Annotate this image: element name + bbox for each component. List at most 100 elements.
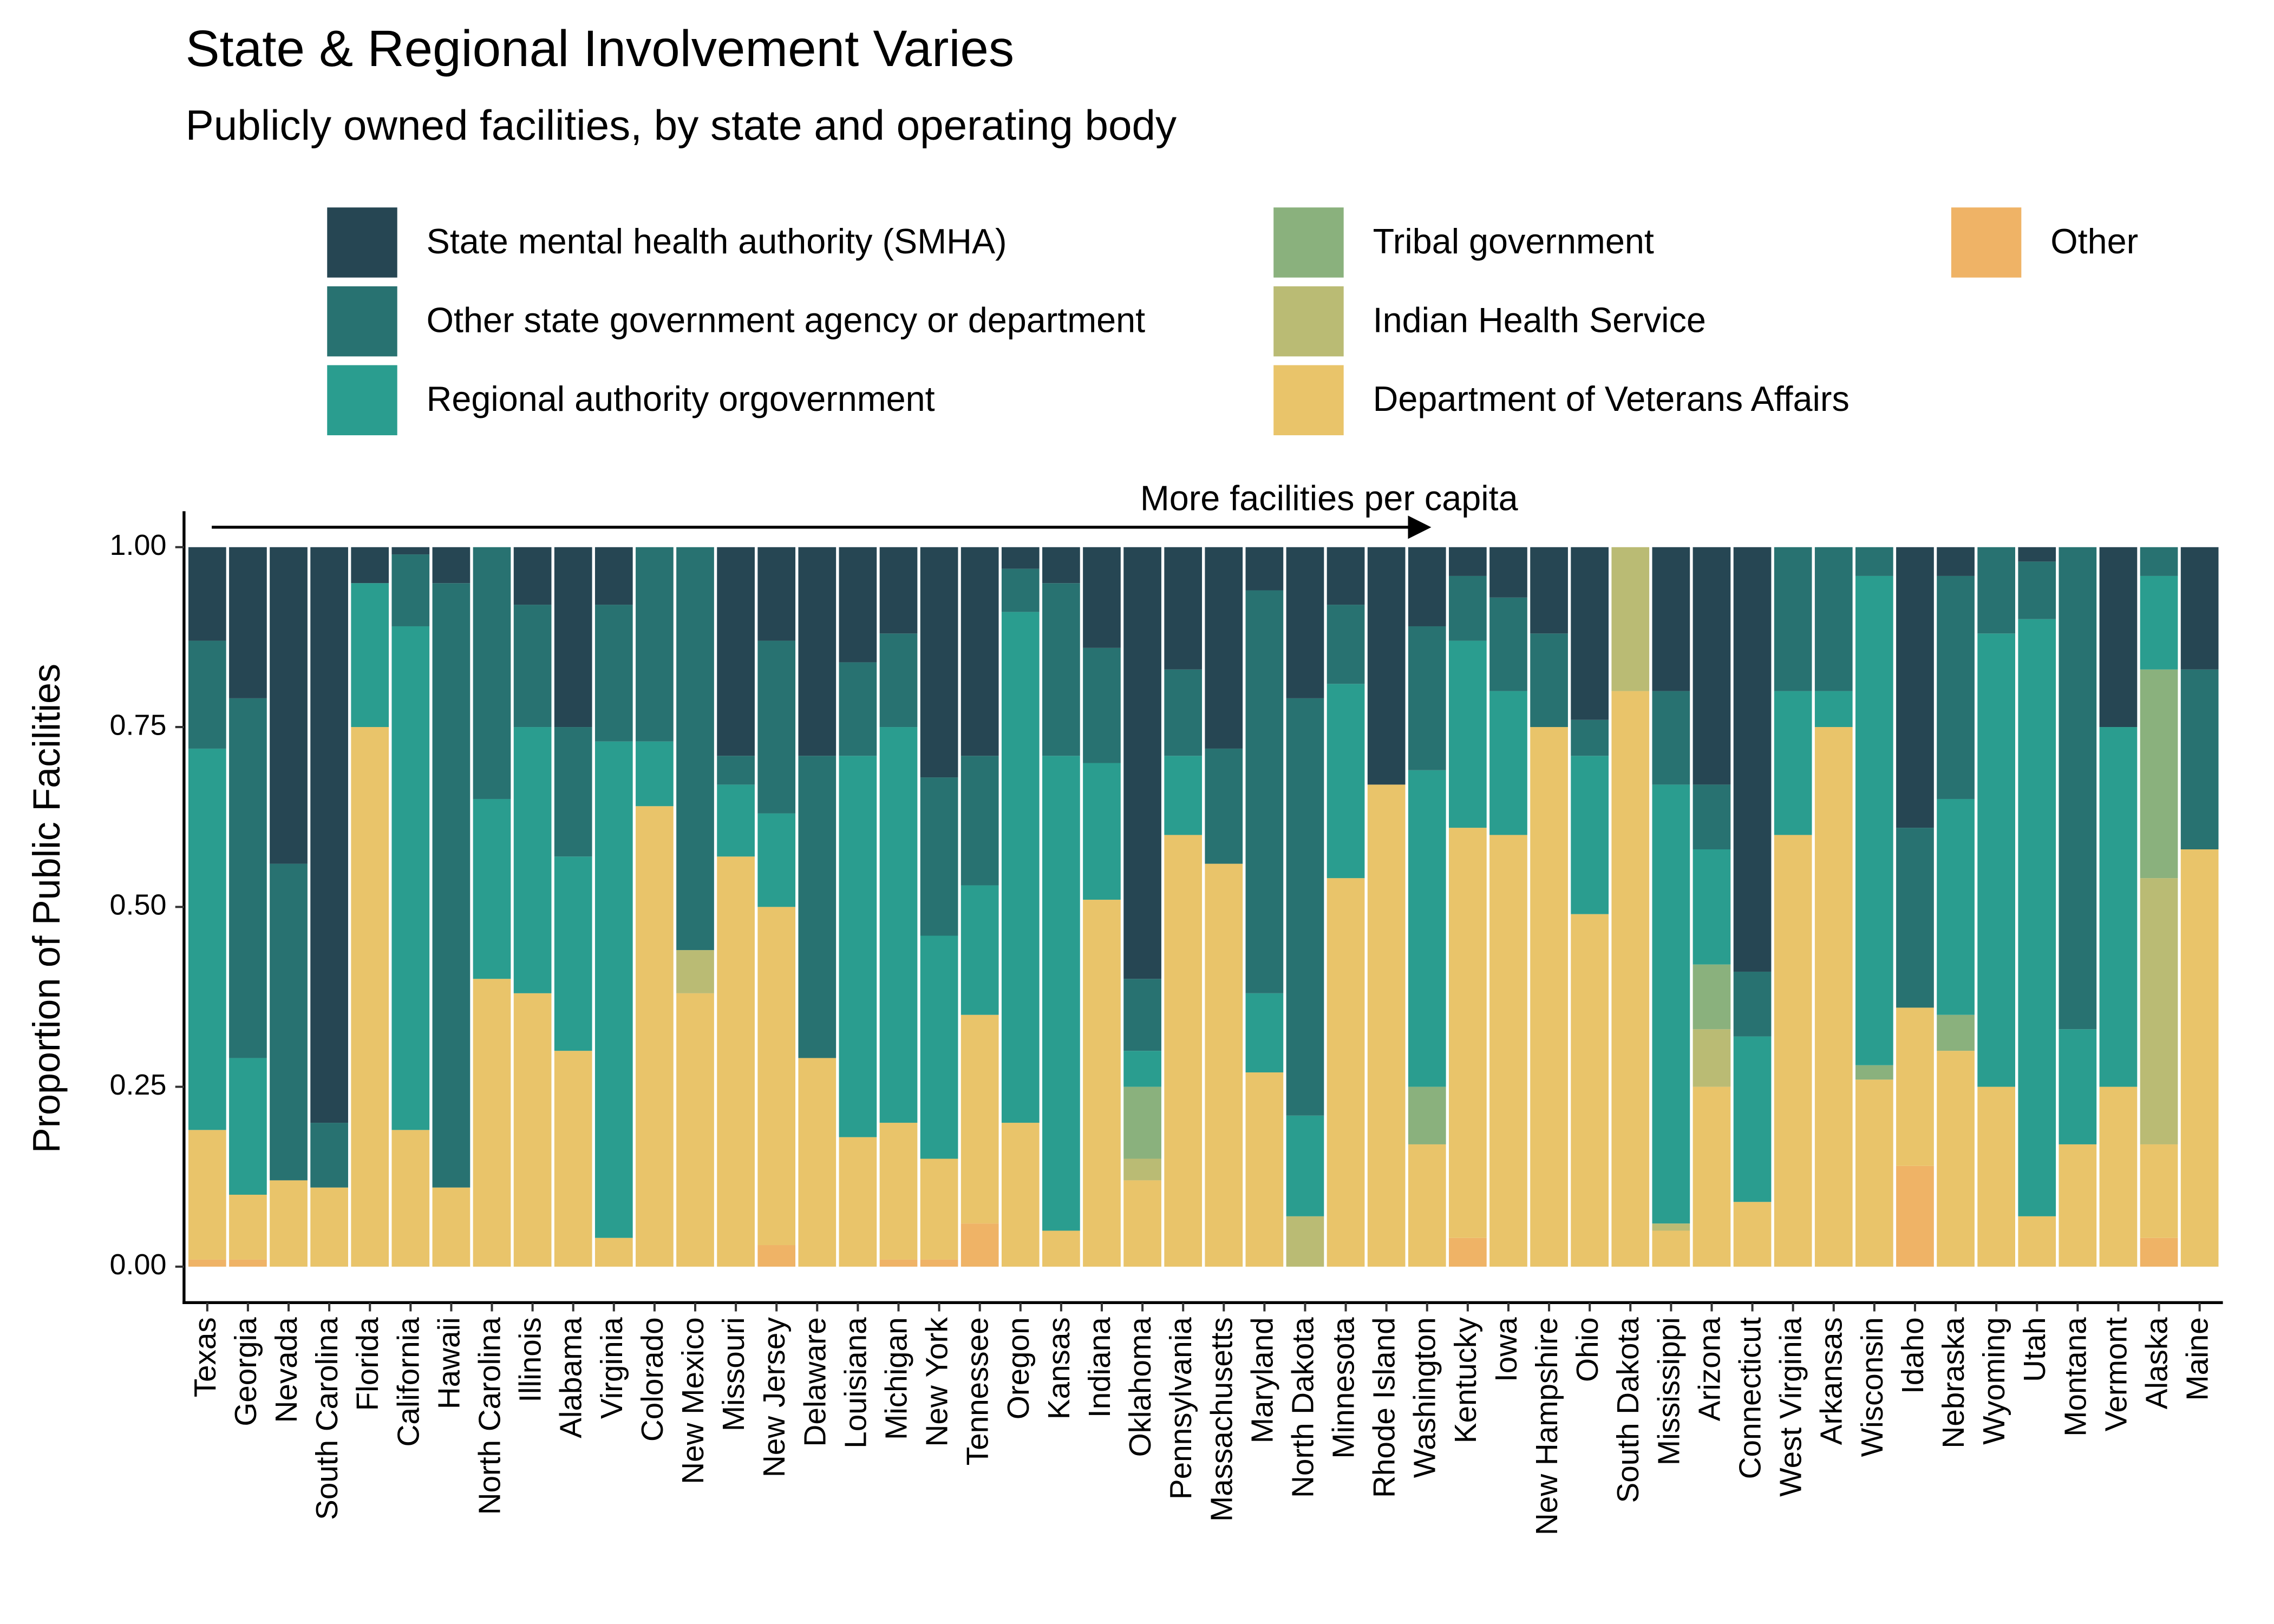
x-tick-label: New Jersey bbox=[757, 1317, 792, 1477]
bar-segment bbox=[1530, 547, 1568, 634]
bar-segment bbox=[1205, 748, 1243, 864]
y-tick-label: 0.75 bbox=[110, 709, 167, 741]
bar-segment bbox=[1164, 756, 1203, 835]
x-tick-label: Vermont bbox=[2099, 1317, 2133, 1431]
bar-segment bbox=[1164, 669, 1203, 756]
x-tick-label: California bbox=[391, 1317, 426, 1447]
annotation: More facilities per capita bbox=[1140, 479, 1518, 518]
bar-segment bbox=[757, 907, 796, 1246]
bar-segment bbox=[310, 1123, 348, 1188]
bar-segment bbox=[188, 1259, 226, 1267]
bar-segment bbox=[1937, 1051, 1975, 1267]
bar-segment bbox=[432, 1187, 471, 1267]
x-tick-label: Pennsylvania bbox=[1164, 1317, 1198, 1499]
legend-key bbox=[1951, 207, 2022, 278]
bar-segment bbox=[1164, 835, 1203, 1267]
bar-segment bbox=[1408, 626, 1446, 770]
bar-segment bbox=[188, 1130, 226, 1260]
bar-segment bbox=[229, 1194, 267, 1260]
bar-segment bbox=[2140, 878, 2178, 1144]
y-tick-label: 0.50 bbox=[110, 889, 167, 921]
bar-segment bbox=[839, 756, 877, 1137]
bar-segment bbox=[757, 1245, 796, 1267]
x-tick-label: Montana bbox=[2059, 1317, 2093, 1437]
x-tick-label: Washington bbox=[1408, 1317, 1442, 1478]
bar-segment bbox=[1286, 1115, 1324, 1216]
bar-segment bbox=[636, 547, 674, 742]
bar-segment bbox=[1652, 547, 1690, 691]
bar-segment bbox=[188, 547, 226, 641]
bar-segment bbox=[920, 547, 958, 778]
bar-segment bbox=[188, 748, 226, 1130]
bar-segment bbox=[513, 605, 552, 728]
bar-segment bbox=[2140, 669, 2178, 879]
bar-segment bbox=[1571, 719, 1609, 756]
bar-segment bbox=[798, 547, 837, 756]
bar-segment bbox=[1814, 547, 1853, 691]
legend-label: Other state government agency or departm… bbox=[427, 300, 1145, 339]
bar-segment bbox=[1327, 547, 1365, 605]
bar-segment bbox=[1123, 547, 1161, 979]
bar-segment bbox=[879, 1123, 918, 1260]
bar-segment bbox=[554, 547, 592, 728]
x-tick-label: Hawaii bbox=[432, 1317, 466, 1409]
bar-segment bbox=[1733, 1036, 1772, 1202]
bar-segment bbox=[310, 547, 348, 1123]
bar-segment bbox=[960, 547, 999, 756]
bar-segment bbox=[594, 605, 633, 742]
x-tick-label: New York bbox=[920, 1317, 955, 1447]
bar-segment bbox=[1611, 691, 1650, 1267]
bar-segment bbox=[1286, 1216, 1324, 1267]
x-tick-label: Illinois bbox=[514, 1317, 548, 1402]
bar-segment bbox=[1408, 1086, 1446, 1144]
bar-segment bbox=[1123, 979, 1161, 1051]
bar-segment bbox=[1693, 784, 1731, 850]
x-tick-label: Nevada bbox=[270, 1317, 304, 1423]
bar-segment bbox=[1327, 605, 1365, 684]
bar-segment bbox=[1693, 1086, 1731, 1267]
bar-segment bbox=[798, 756, 837, 1058]
bar-segment bbox=[1164, 547, 1203, 670]
plot-area bbox=[188, 547, 2219, 1267]
bar-segment bbox=[1408, 770, 1446, 1087]
bar-segment bbox=[229, 1259, 267, 1267]
bar-segment bbox=[1652, 1223, 1690, 1231]
bar-segment bbox=[879, 547, 918, 634]
bar-segment bbox=[2140, 1237, 2178, 1267]
bar-segment bbox=[920, 1158, 958, 1260]
legend-label: Tribal government bbox=[1373, 221, 1654, 261]
bar-segment bbox=[1937, 798, 1975, 1015]
x-tick-label: Virginia bbox=[595, 1317, 629, 1419]
bar-segment bbox=[1652, 1230, 1690, 1267]
bar-segment bbox=[2140, 575, 2178, 670]
x-tick-label: Maryland bbox=[1245, 1317, 1279, 1443]
bar-segment bbox=[1205, 863, 1243, 1267]
bar-segment bbox=[1042, 547, 1080, 584]
x-tick-label: Wisconsin bbox=[1855, 1317, 1890, 1457]
bar-segment bbox=[1489, 547, 1527, 598]
bar-segment bbox=[513, 547, 552, 605]
bar-segment bbox=[473, 798, 511, 979]
bar-segment bbox=[432, 547, 471, 584]
bar-segment bbox=[757, 547, 796, 641]
legend-label: Regional authority orgovernment bbox=[427, 379, 935, 418]
bar-segment bbox=[1530, 727, 1568, 1267]
x-tick-label: Wyoming bbox=[1977, 1317, 2011, 1445]
x-tick-label: Connecticut bbox=[1734, 1317, 1768, 1479]
bar-segment bbox=[1123, 1180, 1161, 1267]
bar-segment bbox=[2099, 547, 2138, 728]
bar-segment bbox=[757, 640, 796, 814]
bar-segment bbox=[1449, 640, 1487, 828]
x-tick-label: Oklahoma bbox=[1123, 1317, 1158, 1457]
bar-segment bbox=[1896, 547, 1934, 828]
bar-segment bbox=[594, 741, 633, 1238]
bar-segment bbox=[1896, 1165, 1934, 1267]
bar-segment bbox=[839, 662, 877, 756]
bar-segment bbox=[1449, 547, 1487, 576]
legend-key bbox=[1273, 365, 1344, 436]
bar-segment bbox=[636, 741, 674, 807]
x-tick-label: Missouri bbox=[717, 1317, 751, 1431]
bar-segment bbox=[1489, 691, 1527, 835]
bar-segment bbox=[1489, 597, 1527, 691]
bar-segment bbox=[1571, 914, 1609, 1267]
